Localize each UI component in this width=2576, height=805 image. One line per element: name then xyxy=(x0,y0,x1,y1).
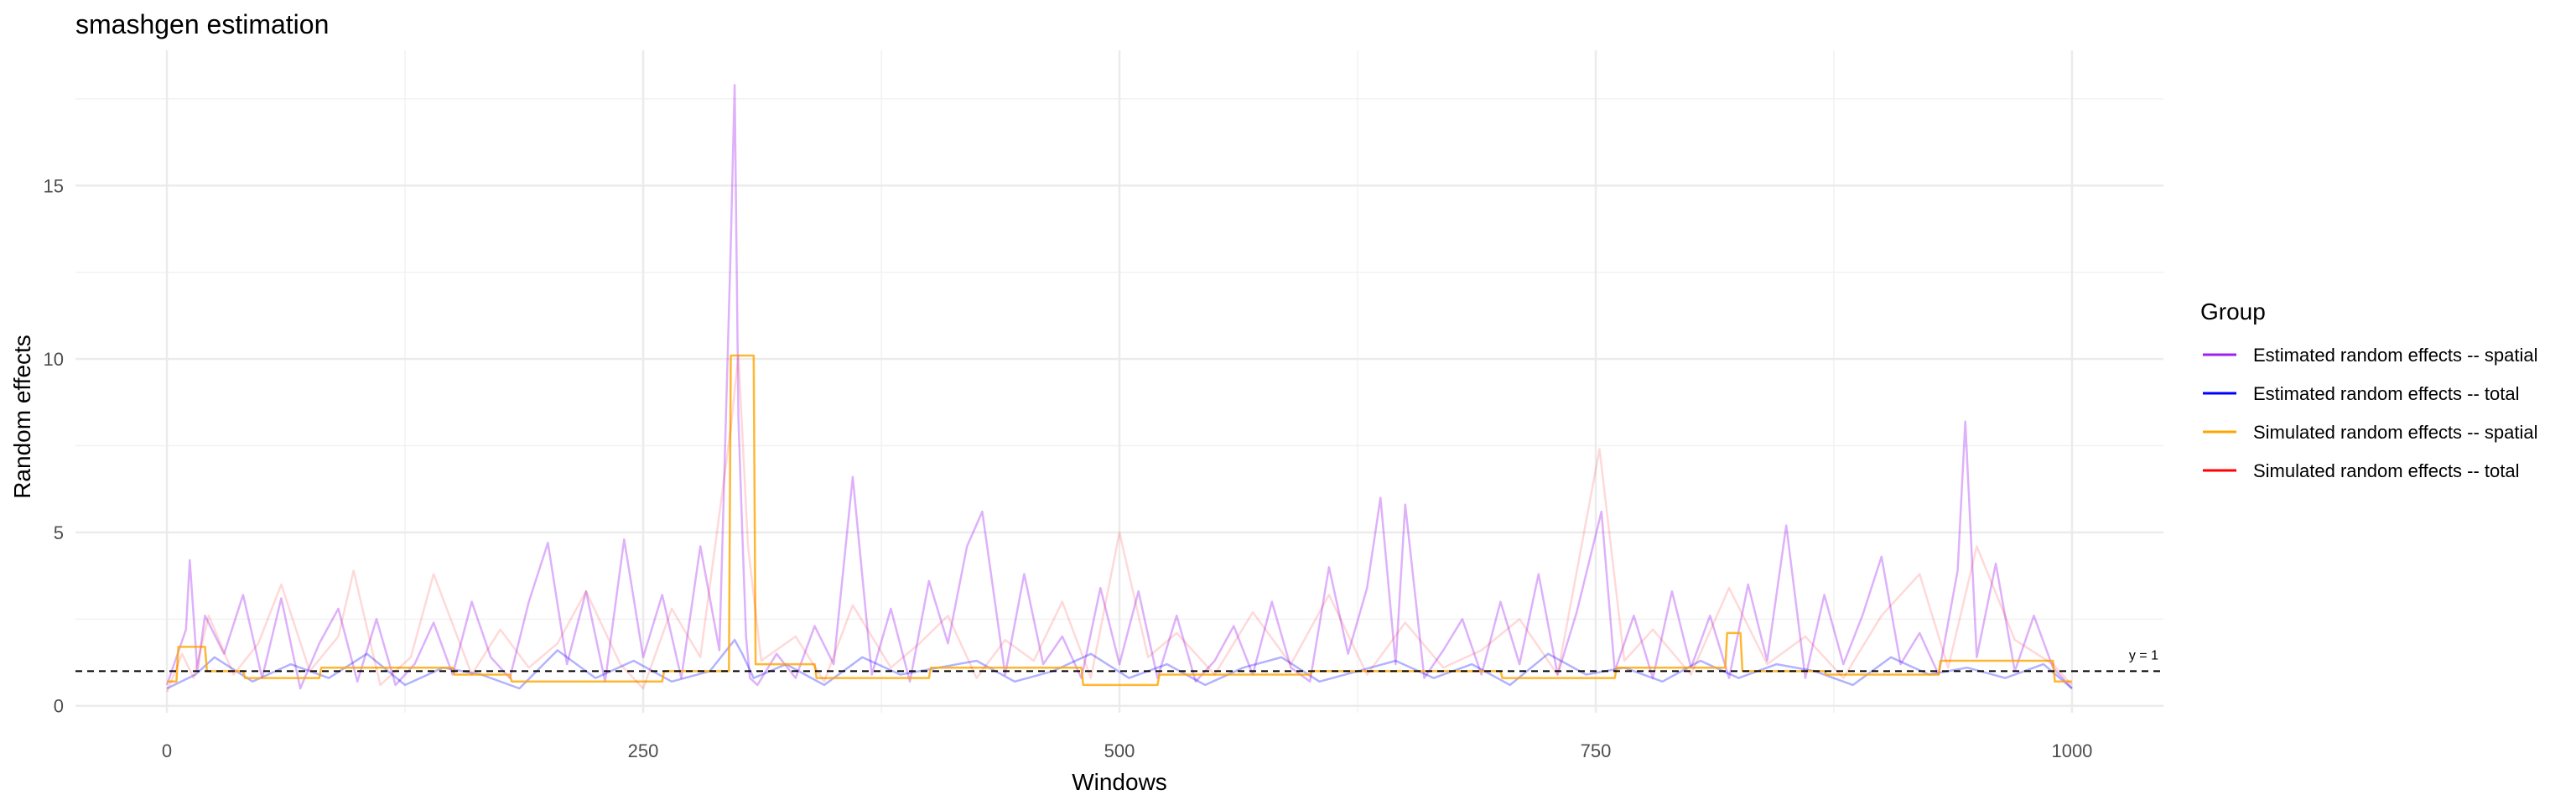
x-tick-label: 750 xyxy=(1581,740,1612,761)
plot-panel: y = 1 xyxy=(75,50,2163,713)
legend-label: Estimated random effects -- total xyxy=(2253,383,2520,404)
x-axis-ticks: 0 250 500 750 1000 xyxy=(162,740,2092,761)
x-axis-title: Windows xyxy=(1072,769,1167,795)
reference-line-label: y = 1 xyxy=(2129,648,2158,662)
legend-label: Simulated random effects -- total xyxy=(2253,460,2520,481)
x-tick-label: 0 xyxy=(162,740,172,761)
series-line-2 xyxy=(166,638,2073,690)
series-line-1 xyxy=(165,84,2073,690)
legend-title: Group xyxy=(2200,299,2266,325)
y-axis-title: Random effects xyxy=(9,335,35,499)
legend: Group Estimated random effects -- spatia… xyxy=(2200,299,2538,481)
legend-label: Estimated random effects -- spatial xyxy=(2253,345,2538,366)
y-tick-label: 10 xyxy=(44,349,64,370)
y-tick-label: 15 xyxy=(44,175,64,196)
y-axis-ticks: 0 5 10 15 xyxy=(44,175,64,716)
series-layer xyxy=(165,84,2073,693)
x-tick-label: 500 xyxy=(1104,740,1135,761)
legend-label: Simulated random effects -- spatial xyxy=(2253,422,2538,443)
chart-title: smashgen estimation xyxy=(75,9,329,39)
series-line-3 xyxy=(167,354,2072,687)
x-tick-label: 1000 xyxy=(2051,740,2092,761)
grid-major xyxy=(75,50,2163,713)
y-tick-label: 5 xyxy=(54,522,64,543)
legend-items: Estimated random effects -- spatial Estim… xyxy=(2203,345,2538,481)
x-tick-label: 250 xyxy=(628,740,659,761)
y-tick-label: 0 xyxy=(54,696,64,717)
series-line-4 xyxy=(165,354,2073,693)
